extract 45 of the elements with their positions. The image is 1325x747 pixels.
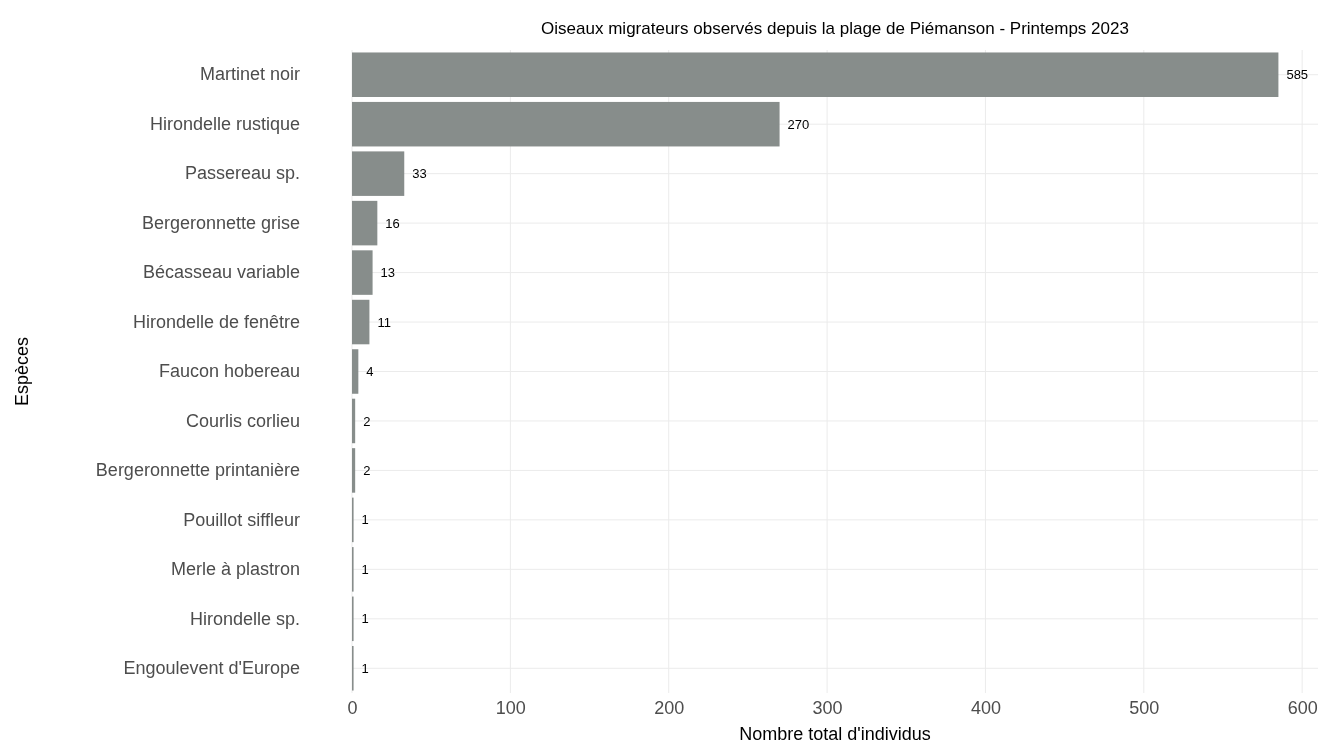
y-tick-label: Pouillot siffleur bbox=[183, 509, 300, 530]
data-label: 1 bbox=[361, 512, 369, 528]
x-tick-label: 500 bbox=[1129, 697, 1160, 718]
data-label: 585 bbox=[1286, 67, 1309, 83]
y-tick-label: Bécasseau variable bbox=[142, 262, 300, 283]
bar bbox=[352, 349, 359, 394]
x-tick-label: 300 bbox=[812, 697, 843, 718]
y-tick-label: Faucon hobereau bbox=[158, 361, 300, 382]
y-tick-label: Hirondelle de fenêtre bbox=[132, 311, 300, 332]
data-label: 16 bbox=[385, 215, 400, 231]
data-label: 1 bbox=[361, 561, 369, 577]
data-label: 270 bbox=[787, 116, 810, 132]
data-label: 13 bbox=[380, 265, 396, 281]
y-tick-label: Bergeronnette grise bbox=[141, 212, 300, 233]
x-axis-title: Nombre total d'individus bbox=[739, 724, 931, 744]
data-label: 1 bbox=[361, 660, 369, 676]
y-axis-title: Espèces bbox=[12, 336, 32, 407]
y-tick-label: Martinet noir bbox=[199, 64, 300, 85]
y-tick-label: Bergeronnette printanière bbox=[95, 460, 300, 481]
data-label: 2 bbox=[363, 462, 371, 478]
x-tick-label: 0 bbox=[347, 697, 358, 718]
data-label: 1 bbox=[361, 611, 369, 627]
y-tick-label: Hirondelle rustique bbox=[149, 113, 300, 134]
bar bbox=[352, 299, 370, 345]
data-label: 11 bbox=[377, 314, 391, 330]
x-tick-label: 100 bbox=[495, 697, 526, 718]
bar bbox=[352, 250, 373, 295]
bar bbox=[352, 448, 356, 493]
y-tick-label: Hirondelle sp. bbox=[189, 608, 300, 629]
bar bbox=[352, 52, 1279, 97]
y-tick-label: Merle à plastron bbox=[170, 559, 300, 580]
data-label: 2 bbox=[363, 413, 371, 429]
data-label: 33 bbox=[412, 166, 427, 182]
bar bbox=[352, 398, 356, 444]
bar bbox=[352, 101, 780, 147]
x-tick-label: 200 bbox=[654, 697, 685, 718]
x-tick-label: 600 bbox=[1287, 697, 1318, 718]
chart-title: Oiseaux migrateurs observés depuis la plage de Piémanson - Printemps 2023 bbox=[541, 19, 1129, 38]
x-tick-label: 400 bbox=[970, 697, 1001, 718]
data-label: 4 bbox=[366, 364, 374, 380]
bar bbox=[352, 151, 405, 196]
y-tick-label: Engoulevent d'Europe bbox=[123, 658, 300, 679]
bar bbox=[352, 200, 378, 246]
y-tick-label: Courlis corlieu bbox=[185, 410, 300, 431]
y-tick-label: Passereau sp. bbox=[184, 163, 300, 184]
